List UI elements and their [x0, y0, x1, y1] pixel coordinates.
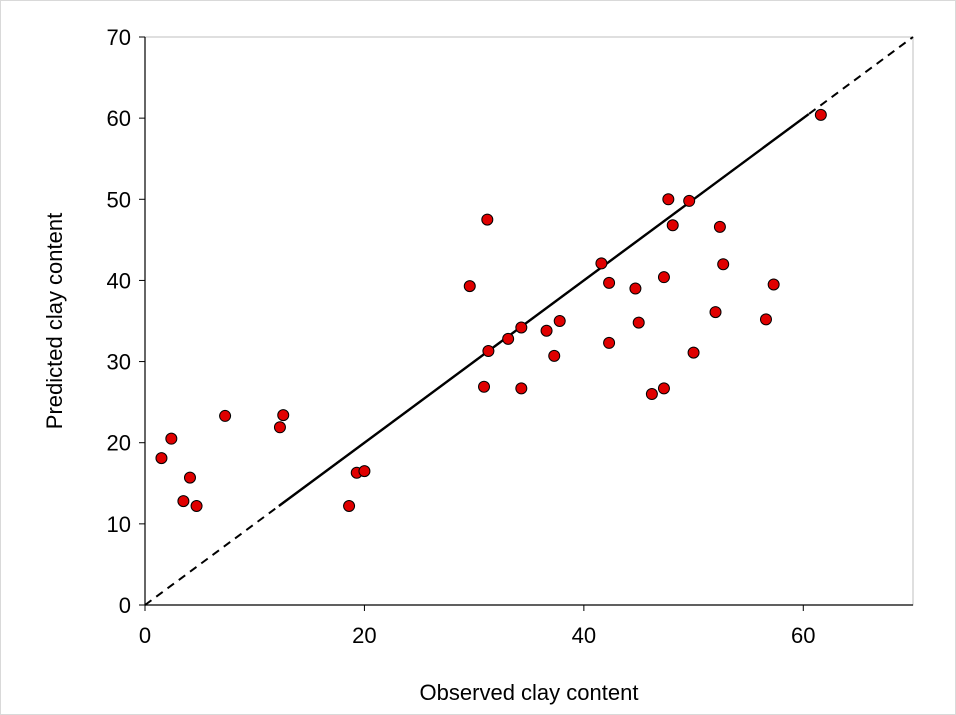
x-tick-label: 40 [572, 623, 596, 648]
data-point [515, 382, 528, 395]
data-point [657, 271, 670, 284]
data-point [553, 315, 566, 327]
data-point [713, 220, 726, 233]
data-point [273, 421, 286, 434]
data-point [183, 471, 196, 484]
x-tick-label: 0 [139, 623, 151, 648]
data-point [165, 432, 178, 445]
axes [139, 36, 913, 611]
data-point [155, 452, 168, 465]
data-point [482, 345, 495, 358]
y-tick-label: 60 [107, 106, 131, 131]
data-point [683, 194, 696, 207]
data-point [515, 321, 528, 334]
data-point [657, 382, 670, 395]
data-point [662, 193, 675, 206]
x-tick-label: 20 [352, 623, 376, 648]
y-tick-label: 70 [107, 25, 131, 50]
y-tick-label: 0 [119, 593, 131, 618]
y-tick-label: 10 [107, 512, 131, 537]
data-point [603, 336, 616, 349]
data-point [629, 282, 642, 295]
data-point [759, 313, 772, 326]
data-point [358, 465, 371, 478]
y-tick-label: 50 [107, 187, 131, 212]
y-tick-label: 40 [107, 268, 131, 293]
trend-lines [144, 36, 914, 606]
data-point [463, 280, 476, 293]
data-point [595, 257, 608, 270]
y-tick-label: 20 [107, 431, 131, 456]
x-axis-title: Observed clay content [420, 680, 639, 705]
data-point [548, 349, 561, 362]
data-point [343, 500, 356, 513]
data-point [717, 258, 730, 271]
data-point [645, 388, 658, 401]
data-point [666, 219, 679, 232]
data-point [190, 500, 203, 513]
data-points [155, 108, 827, 513]
data-point [603, 276, 616, 289]
tick-labels: 0 10 20 30 40 50 60 70 0 20 40 60 [107, 25, 816, 648]
x-tick-label: 60 [791, 623, 815, 648]
data-point [481, 213, 494, 226]
data-point [478, 380, 491, 393]
fit-line [278, 113, 810, 507]
y-tick-label: 30 [107, 350, 131, 375]
data-point [709, 306, 722, 319]
data-point [177, 495, 190, 508]
data-point [687, 346, 700, 359]
data-point [277, 409, 290, 422]
data-point [814, 108, 827, 121]
data-point [767, 278, 780, 291]
data-point [219, 409, 232, 422]
data-point [632, 316, 645, 329]
y-axis-title: Predicted clay content [42, 213, 67, 429]
data-point [502, 332, 515, 345]
data-point [540, 324, 553, 337]
